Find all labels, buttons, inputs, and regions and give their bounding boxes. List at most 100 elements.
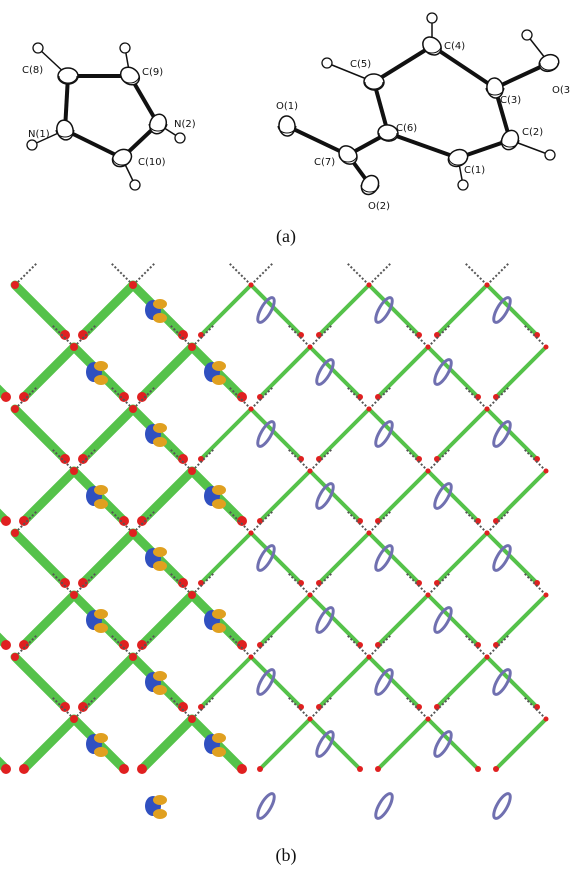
hydrogen-bond [229,263,251,285]
hydrogen-bond [487,263,509,285]
oxygen [485,655,490,660]
oxygen [375,766,381,772]
anion-chain [487,409,537,459]
atom-label: N(2) [174,119,196,130]
atom [58,68,78,84]
anion-chain [496,347,546,397]
anion-chain [378,595,428,645]
oxygen [129,653,137,661]
oxygen [188,467,196,475]
cation [94,485,108,495]
anion-chain [319,533,369,583]
h-atom [322,58,332,68]
anion-chain [487,657,537,707]
oxygen [1,764,11,774]
cation [212,499,226,509]
anion-chain [369,409,419,459]
atom-label: C(6) [396,123,417,134]
oxygen [70,343,78,351]
anion-chain [201,409,251,459]
oxygen [249,655,254,660]
h-atom [427,13,437,23]
anion-chain [142,719,192,769]
h-atom [27,140,37,150]
cation [212,747,226,757]
figure: C(8) C(9) N(1) N(2) C(10) C(5) C(4) C(3)… [0,0,572,877]
oxygen [485,407,490,412]
oxygen [544,593,549,598]
anion-chain [142,595,192,645]
anion-chain [260,719,310,769]
oxygen [544,717,549,722]
anion-chain [251,533,301,583]
atom-label: N(1) [28,129,50,140]
oxygen [11,653,19,661]
anion-chain [487,533,537,583]
anion-chain [83,533,133,583]
atom-label: C(2) [522,127,543,138]
atom-label: O(1) [276,101,298,112]
cation [212,623,226,633]
atom-label: C(3) [500,95,521,106]
oxygen [11,529,19,537]
anion-chain [24,347,74,397]
anion-chain [251,285,301,335]
anion-chain [319,657,369,707]
cation [153,795,167,805]
anion-chain [15,285,65,335]
oxygen [367,407,372,412]
cation [153,313,167,323]
oxygen [308,717,313,722]
h-atom [130,180,140,190]
anion-chain [142,347,192,397]
atom-label: O(3 [552,85,570,96]
anion-chain [487,285,537,335]
oxygen [308,593,313,598]
oxygen [367,531,372,536]
oxygen [426,717,431,722]
h-atom [545,150,555,160]
cation [153,547,167,557]
hydrogen-bond [369,263,391,285]
panel-label: (a) [276,226,296,247]
anion-chain [142,471,192,521]
anion-chain [378,471,428,521]
panel-label: (b) [276,845,297,866]
bond [388,133,458,158]
anion-chain [496,471,546,521]
oxygen [257,766,263,772]
anion-chain [0,347,6,397]
anion-chain [260,595,310,645]
anion-chain [0,719,6,769]
cation [94,623,108,633]
oxygen [485,531,490,536]
oxygen [70,715,78,723]
cation [94,747,108,757]
bond [432,46,495,88]
oxygen [426,593,431,598]
cation [94,499,108,509]
atom-label: C(10) [138,157,166,168]
oxygen [129,405,137,413]
oxygen [426,345,431,350]
oxygen [19,764,29,774]
anion-chain [369,533,419,583]
anion-chain [319,285,369,335]
h-atom [522,30,532,40]
oxygen [237,764,247,774]
atom-label: C(1) [464,165,485,176]
anion-chain [437,285,487,335]
anion-chain [83,285,133,335]
h-atom [175,133,185,143]
anion-chain [378,347,428,397]
anion-chain [310,347,360,397]
anion-chain [24,471,74,521]
oxygen [249,283,254,288]
cation [94,733,108,743]
cation [153,809,167,819]
oxygen [493,766,499,772]
oxygen [308,345,313,350]
cation [212,733,226,743]
anion-chain [428,471,478,521]
atom [55,118,76,142]
